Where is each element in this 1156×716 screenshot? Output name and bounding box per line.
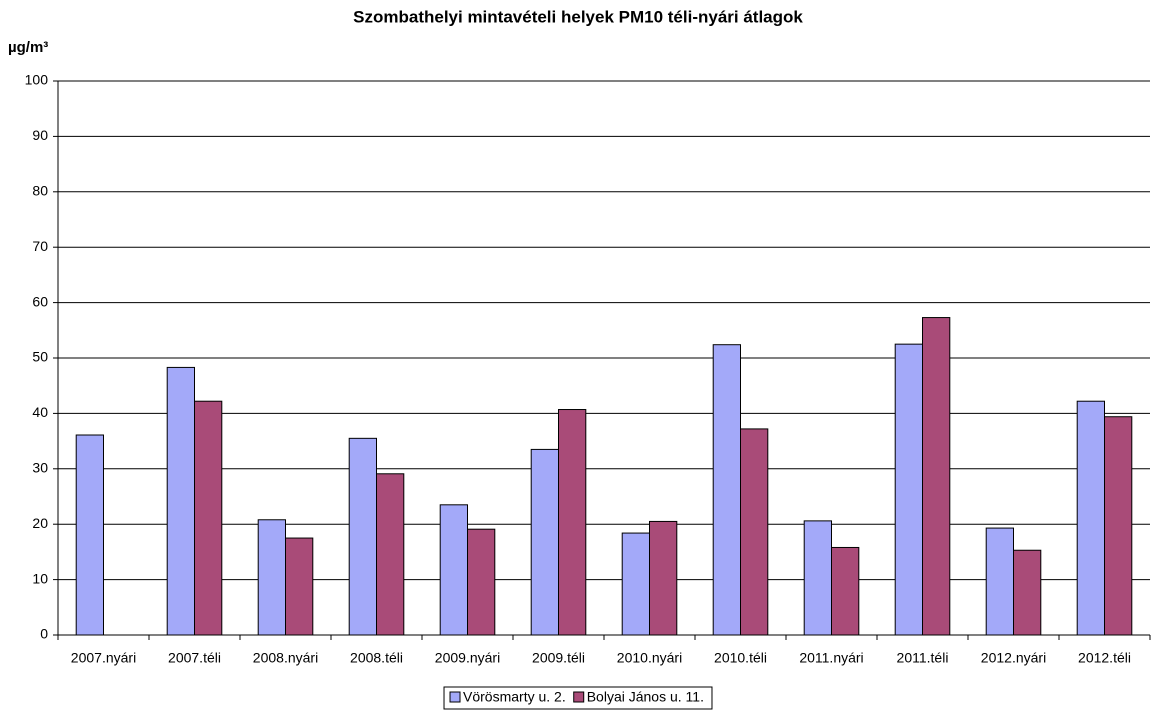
x-tick-label: 2012.nyári — [981, 650, 1046, 666]
x-tick-label: 2011.téli — [897, 650, 949, 666]
y-tick-label: 60 — [32, 293, 48, 309]
bar — [257, 519, 287, 636]
y-tick-label: 80 — [32, 183, 48, 199]
y-tick-label: 40 — [32, 404, 48, 420]
y-axis-label: µg/m³ — [8, 39, 48, 56]
x-tick-label: 2008.téli — [350, 650, 403, 666]
y-tick-label: 100 — [25, 72, 49, 88]
y-tick-label: 30 — [32, 460, 48, 476]
legend-swatch — [449, 691, 461, 703]
bar — [348, 437, 378, 636]
bar — [649, 520, 678, 636]
x-tick-label: 2012.téli — [1078, 650, 1131, 666]
bar — [285, 537, 314, 636]
bar — [985, 527, 1015, 636]
bar — [194, 400, 223, 636]
bar — [1013, 549, 1042, 636]
bar — [1076, 400, 1105, 636]
bar — [530, 448, 560, 636]
x-tick-label: 2007.nyári — [71, 650, 136, 666]
legend-swatch — [573, 691, 585, 703]
bar — [75, 434, 104, 636]
y-tick-label: 70 — [32, 238, 48, 254]
legend-label: Vörösmarty u. 2. — [463, 689, 566, 705]
bar — [712, 344, 742, 636]
x-tick-label: 2010.téli — [714, 650, 767, 666]
x-tick-label: 2009.nyári — [435, 650, 500, 666]
bar — [803, 520, 833, 636]
x-tick-label: 2009.téli — [532, 650, 585, 666]
bar — [439, 504, 469, 636]
bar — [621, 532, 651, 636]
bar — [1104, 416, 1133, 636]
x-tick-label: 2008.nyári — [253, 650, 318, 666]
bar — [831, 546, 860, 636]
bar — [467, 528, 496, 636]
y-tick-label: 0 — [40, 626, 48, 642]
y-tick-label: 90 — [32, 127, 48, 143]
x-tick-label: 2011.nyári — [799, 650, 863, 666]
bar — [376, 473, 405, 636]
bar — [166, 366, 195, 636]
bar — [740, 428, 769, 636]
legend-label: Bolyai János u. 11. — [587, 689, 704, 705]
x-tick-label: 2007.téli — [168, 650, 221, 666]
chart-title: Szombathelyi mintavételi helyek PM10 tél… — [353, 7, 803, 26]
y-tick-label: 10 — [32, 570, 48, 586]
x-tick-label: 2010.nyári — [617, 650, 682, 666]
y-tick-label: 50 — [32, 349, 48, 365]
y-tick-label: 20 — [32, 515, 48, 531]
bar — [922, 317, 951, 636]
bar — [894, 343, 924, 636]
bar — [558, 409, 587, 636]
